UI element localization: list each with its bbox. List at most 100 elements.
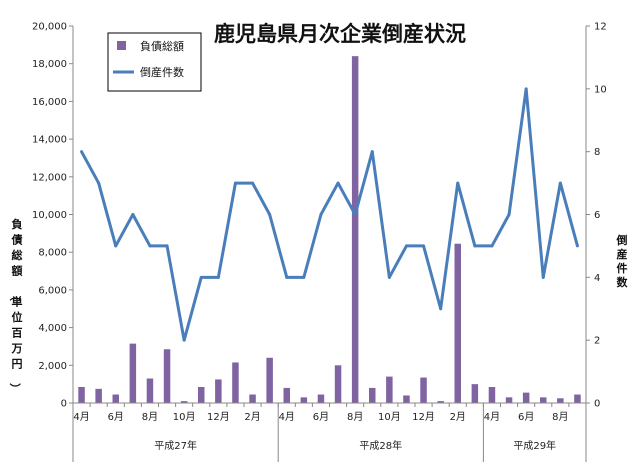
line-point xyxy=(353,213,357,216)
legend: 負債総額 倒産件数 xyxy=(107,32,202,92)
bar xyxy=(198,386,205,403)
line-point xyxy=(216,275,220,279)
line-point xyxy=(80,150,84,154)
x-tick-label: 6月 xyxy=(313,411,329,423)
x-tick-label: 4月 xyxy=(279,411,295,423)
line-point xyxy=(199,275,203,279)
bar xyxy=(386,376,393,403)
line-point xyxy=(370,150,374,154)
line-point xyxy=(541,275,545,279)
bar xyxy=(403,395,410,403)
bar xyxy=(232,362,239,403)
bar xyxy=(300,397,308,403)
left-tick-label: 16,000 xyxy=(32,97,67,108)
right-tick-label: 12 xyxy=(594,22,607,33)
x-tick-label: 8月 xyxy=(142,411,158,423)
x-tick-label: 6月 xyxy=(518,411,534,423)
line-point xyxy=(404,244,408,248)
left-axis-title-text: 負債総額（単位百万円） xyxy=(9,217,23,394)
bar xyxy=(369,387,376,403)
x-tick-label: 10月 xyxy=(378,411,401,423)
line-point xyxy=(490,244,494,248)
line-point xyxy=(97,181,101,185)
line-point xyxy=(524,87,528,91)
x-tick-label: 2月 xyxy=(450,411,466,423)
line-series xyxy=(80,87,579,342)
bar xyxy=(522,392,530,403)
left-tick-label: 6,000 xyxy=(38,285,67,296)
line-point xyxy=(285,275,289,279)
x-tick-label: 4月 xyxy=(484,411,500,423)
right-tick-label: 2 xyxy=(594,336,600,347)
x-tick-label: 6月 xyxy=(108,411,124,423)
chart-title: 鹿児島県月次企業倒産状況 xyxy=(214,22,466,46)
line-point xyxy=(422,244,426,248)
line-point xyxy=(336,181,340,185)
line-point xyxy=(182,338,186,342)
left-tick-label: 2,000 xyxy=(38,361,67,372)
bar xyxy=(351,56,359,403)
x-tick-label: 10月 xyxy=(173,411,196,423)
right-axis-title-text: 倒産件数 xyxy=(616,233,629,289)
line-point xyxy=(319,213,323,216)
x-tick-label: 12月 xyxy=(412,411,435,423)
line-point xyxy=(302,275,306,279)
x-axis-ticks: 4月 6月 8月 10月 12月 2月 4月 6月 8月 10月 12月 2月 4月 6月 8月 xyxy=(72,403,587,423)
line-point xyxy=(387,275,391,279)
left-tick-label: 18,000 xyxy=(32,59,67,70)
line-point xyxy=(165,244,169,248)
left-tick-label: 10,000 xyxy=(32,210,67,221)
bar-series xyxy=(78,56,581,403)
bar xyxy=(249,394,256,403)
line-series-path xyxy=(80,87,579,342)
bar xyxy=(78,386,85,403)
line-point xyxy=(456,181,460,185)
x-tick-label: 8月 xyxy=(552,411,568,423)
bar xyxy=(317,394,325,403)
right-tick-label: 4 xyxy=(594,273,600,284)
left-tick-label: 0 xyxy=(61,399,67,410)
line-point xyxy=(558,181,562,185)
bar xyxy=(215,379,222,403)
year-group-label: 平成28年 xyxy=(359,439,402,452)
legend-bar-label: 負債総額 xyxy=(140,39,184,53)
line-point xyxy=(268,213,272,216)
bar xyxy=(129,343,137,403)
bar xyxy=(540,397,547,403)
x-tick-label: 4月 xyxy=(73,411,89,423)
bar xyxy=(283,387,290,403)
left-axis-title: 負債総額（単位百万円） xyxy=(9,217,23,394)
bar xyxy=(437,401,444,403)
right-tick-label: 6 xyxy=(594,210,600,221)
left-tick-label: 14,000 xyxy=(32,135,67,146)
line-point xyxy=(131,213,135,216)
line-point xyxy=(233,181,237,185)
year-group-label: 平成29年 xyxy=(513,439,556,452)
line-point xyxy=(575,244,579,248)
x-tick-label: 8月 xyxy=(347,411,363,423)
x-tick-label: 12月 xyxy=(207,411,230,423)
bar xyxy=(454,243,461,403)
left-tick-label: 8,000 xyxy=(38,248,67,259)
right-tick-label: 8 xyxy=(594,147,600,158)
left-tick-label: 12,000 xyxy=(32,172,67,183)
bar xyxy=(488,386,496,403)
year-group-label: 平成27年 xyxy=(154,439,197,452)
bar xyxy=(112,394,119,403)
right-tick-label: 10 xyxy=(594,84,607,95)
line-point xyxy=(251,181,255,185)
bar xyxy=(163,349,171,403)
line-point xyxy=(114,244,118,248)
bar xyxy=(420,377,427,403)
line-point xyxy=(148,244,152,248)
right-axis-ticks: 0 2 4 6 8 10 12 xyxy=(586,22,607,410)
line-point xyxy=(439,307,443,311)
left-axis-ticks: 0 2,000 4,000 6,000 8,000 10,000 12,000 14,000 1… xyxy=(32,22,73,410)
right-tick-label: 0 xyxy=(594,399,600,410)
x-tick-label: 2月 xyxy=(244,411,260,423)
right-axis-title: 倒産件数 xyxy=(616,233,629,289)
year-group-labels: 平成27年 平成28年 平成29年 xyxy=(72,403,587,462)
bar xyxy=(266,357,273,403)
bar xyxy=(505,397,513,403)
left-tick-label: 20,000 xyxy=(32,22,67,33)
